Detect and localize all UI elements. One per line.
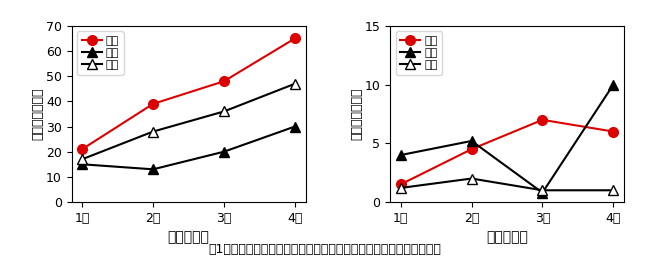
- 本年: [539, 118, 547, 121]
- 本年: [220, 80, 228, 83]
- 前年: [610, 83, 617, 86]
- Line: 前年: 前年: [77, 122, 300, 174]
- 平年: [78, 158, 86, 161]
- 本年: [78, 148, 86, 151]
- Line: 前年: 前年: [396, 80, 618, 198]
- Y-axis label: 発病株率（％）: 発病株率（％）: [350, 88, 363, 140]
- 前年: [78, 163, 86, 166]
- 前年: [467, 139, 475, 142]
- X-axis label: すすかび病: すすかび病: [168, 230, 209, 244]
- X-axis label: 灰色かび病: 灰色かび病: [486, 230, 528, 244]
- 平年: [291, 82, 299, 85]
- 前年: [539, 191, 547, 194]
- Line: 平年: 平年: [77, 79, 300, 164]
- Legend: 本年, 前年, 平年: 本年, 前年, 平年: [77, 31, 124, 75]
- 平年: [467, 177, 475, 180]
- Line: 本年: 本年: [77, 34, 300, 154]
- Text: 図1　巡回調査における発病株率の推移（平年は過去５年の平均値）: 図1 巡回調査における発病株率の推移（平年は過去５年の平均値）: [209, 243, 441, 256]
- Line: 平年: 平年: [396, 174, 618, 195]
- 前年: [396, 154, 404, 157]
- 前年: [220, 150, 228, 153]
- 本年: [467, 148, 475, 151]
- 平年: [610, 189, 617, 192]
- Legend: 本年, 前年, 平年: 本年, 前年, 平年: [396, 31, 442, 75]
- 前年: [149, 168, 157, 171]
- Line: 本年: 本年: [396, 115, 618, 189]
- 前年: [291, 125, 299, 128]
- 本年: [149, 102, 157, 105]
- 平年: [396, 186, 404, 190]
- 本年: [291, 37, 299, 40]
- 本年: [610, 130, 617, 133]
- 平年: [220, 110, 228, 113]
- Y-axis label: 発病株率（％）: 発病株率（％）: [31, 88, 44, 140]
- 平年: [539, 189, 547, 192]
- 平年: [149, 130, 157, 133]
- 本年: [396, 183, 404, 186]
